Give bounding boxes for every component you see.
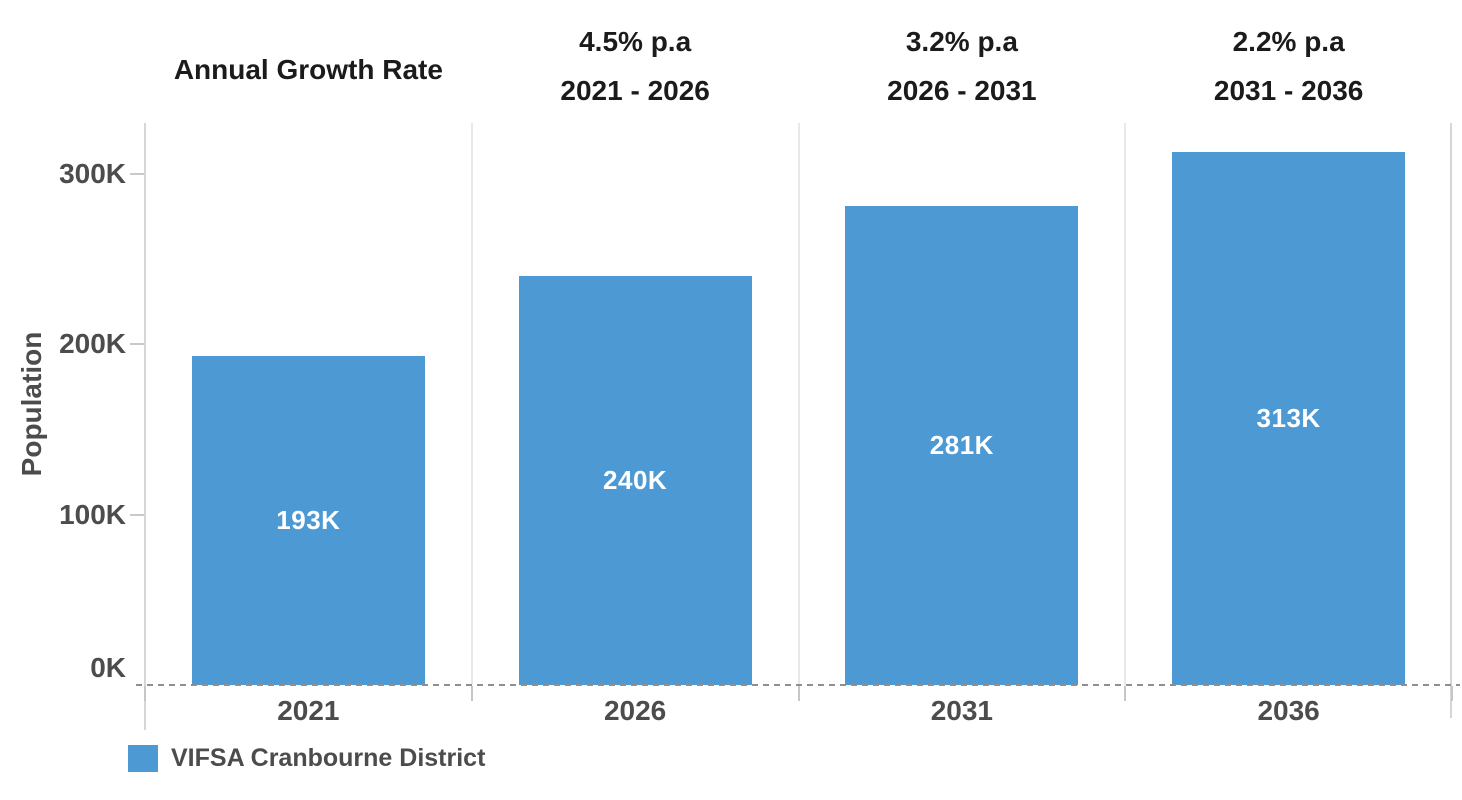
- bar[interactable]: 193K: [191, 356, 425, 685]
- pane-divider: [470, 123, 473, 685]
- growth-rate-value: 2.2% p.a: [1232, 26, 1345, 57]
- chart-title: Annual Growth Rate: [173, 54, 443, 85]
- x-tick-label: 2036: [1257, 695, 1320, 726]
- x-tick-label: 2031: [930, 695, 994, 726]
- pane-divider: [797, 123, 800, 685]
- growth-rate-period: 2026 - 2031: [887, 75, 1037, 106]
- x-tick-label: 2021: [277, 695, 340, 726]
- x-tick-mark: [797, 686, 800, 701]
- bar[interactable]: 240K: [518, 276, 752, 685]
- y-tick-mark: [130, 173, 145, 176]
- x-tick-label: 2026: [603, 695, 667, 726]
- bar-value-label: 281K: [929, 430, 994, 461]
- x-tick-mark: [1451, 686, 1453, 701]
- x-tick-mark: [470, 686, 473, 701]
- growth-rate-period: 2031 - 2036: [1213, 75, 1364, 106]
- y-axis-line: [144, 123, 146, 730]
- legend-item[interactable]: VIFSA Cranbourne District: [128, 744, 485, 773]
- growth-rate-value: 4.5% p.a: [579, 26, 692, 57]
- growth-annotation: 3.2% p.a 2026 - 2031: [887, 28, 1036, 105]
- x-tick-mark: [1124, 686, 1127, 701]
- y-tick-label: 100K: [59, 498, 126, 530]
- x-tick-mark: [144, 686, 146, 701]
- bar-value-label: 240K: [603, 465, 668, 496]
- y-tick-label: 300K: [59, 158, 126, 190]
- chart-title-cell: Annual Growth Rate: [174, 28, 443, 84]
- pane-divider: [1124, 123, 1127, 685]
- growth-annotation: 4.5% p.a 2021 - 2026: [560, 28, 709, 105]
- growth-rate-value: 3.2% p.a: [905, 26, 1018, 57]
- y-tick-label: 0K: [90, 652, 126, 683]
- bar-value-label: 193K: [276, 505, 341, 536]
- growth-rate-period: 2021 - 2026: [560, 75, 710, 106]
- legend: VIFSA Cranbourne District: [128, 744, 485, 773]
- legend-swatch: [128, 745, 158, 772]
- bar-value-label: 313K: [1256, 402, 1321, 433]
- y-tick-mark: [130, 513, 145, 516]
- y-tick-mark: [130, 343, 145, 346]
- growth-annotation: 2.2% p.a 2031 - 2036: [1214, 28, 1363, 105]
- y-tick-label: 200K: [59, 328, 126, 360]
- plot-right-border: [1450, 123, 1452, 718]
- bar[interactable]: 313K: [1172, 151, 1406, 685]
- legend-label: VIFSA Cranbourne District: [171, 744, 486, 772]
- zero-baseline: [136, 684, 1460, 686]
- bar[interactable]: 281K: [845, 206, 1079, 685]
